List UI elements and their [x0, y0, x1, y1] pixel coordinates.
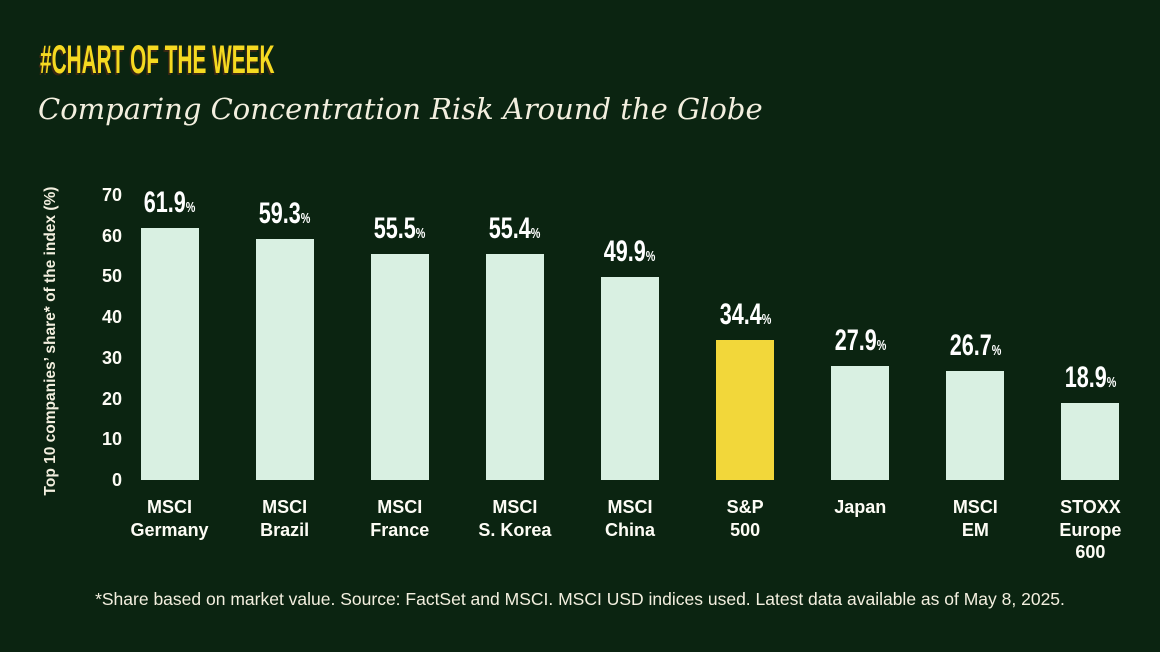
bar-value-label: 26.7% [949, 329, 1002, 363]
bar-value-label: 27.9% [834, 324, 887, 358]
bar [831, 366, 890, 480]
bar [255, 238, 314, 480]
bar-chart-plot-area: 61.9% 59.3% 55.5% 55.4% 49.9% 34.4% 27.9% 26.7%… [112, 187, 1148, 480]
bar-value-label: 34.4% [719, 297, 771, 331]
bar-value-label: 55.4% [489, 212, 541, 246]
bar-value-label: 49.9% [604, 234, 656, 268]
bar-column: 26.7% [918, 195, 1033, 480]
y-tick-label: 30 [101, 347, 122, 368]
y-tick-label: 20 [101, 388, 122, 409]
x-category-label: S&P 500 [726, 497, 764, 540]
x-category-label: MSCI Brazil [260, 497, 310, 540]
y-tick-label: 10 [101, 429, 122, 450]
bar-value-label: 61.9% [143, 185, 196, 219]
y-tick-label: 50 [101, 266, 122, 287]
bar-column: 55.4% [457, 195, 572, 480]
bar [946, 371, 1005, 480]
bar-highlighted [716, 339, 775, 480]
x-category-label: STOXX Europe 600 [1059, 497, 1122, 562]
bar-column: 18.9% [1033, 195, 1148, 480]
y-tick-label: 60 [101, 225, 122, 246]
bar [140, 227, 199, 480]
bar-column: 49.9% [572, 195, 687, 480]
bar-column: 27.9% [803, 195, 918, 480]
y-tick-label: 70 [101, 185, 122, 205]
chart-title: Comparing Concentration Risk Around the … [38, 92, 763, 126]
x-category-label: MSCI Germany [130, 497, 209, 540]
y-tick-label: 0 [111, 469, 122, 490]
bar-column: 34.4% [688, 195, 803, 480]
bar [485, 254, 544, 480]
bar [600, 276, 659, 480]
bar-column: 61.9% [112, 187, 227, 480]
x-category-label: MSCI China [604, 497, 655, 540]
x-category-label: MSCI S. Korea [478, 497, 552, 540]
source-footnote: *Share based on market value. Source: Fa… [95, 589, 1065, 609]
y-axis-ticks: 70 60 50 40 30 20 10 0 [56, 186, 122, 489]
bar [370, 254, 429, 480]
bar-column: 55.5% [342, 195, 457, 480]
bar-value-label: 59.3% [258, 196, 311, 230]
x-category-label: Japan [834, 497, 887, 517]
bar [1061, 403, 1120, 480]
x-category-label: MSCI EM [952, 497, 998, 540]
x-category-label: MSCI France [370, 497, 430, 540]
y-tick-label: 40 [101, 307, 122, 328]
x-axis-category-labels: MSCI Germany MSCI Brazil MSCI France MSCI S. Ko… [112, 496, 1148, 564]
kicker-heading: #CHART OF THE WEEK [40, 38, 275, 82]
bar-column: 59.3% [227, 195, 342, 480]
bar-value-label: 18.9% [1064, 361, 1117, 395]
bar-value-label: 55.5% [373, 212, 426, 246]
